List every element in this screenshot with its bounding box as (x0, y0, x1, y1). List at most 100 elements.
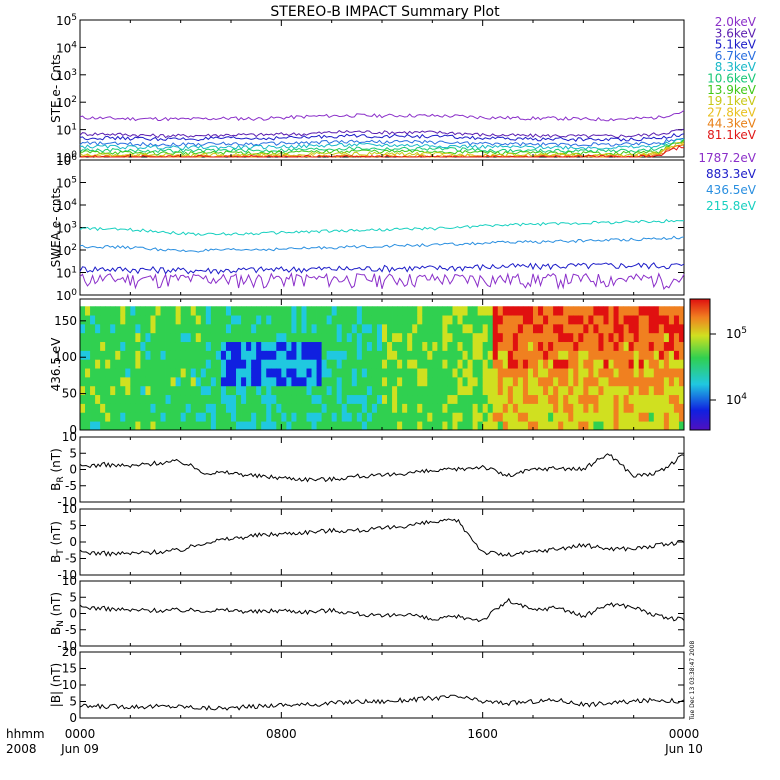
colorbar-tick-label: 104 (726, 392, 747, 407)
spectrogram-cell (583, 376, 589, 387)
spectrogram-cell (105, 306, 111, 316)
spectrogram-cell (366, 368, 373, 378)
spectrogram-cell (482, 306, 489, 316)
spectrogram-cell (241, 368, 247, 378)
spectrogram-cell (502, 306, 509, 316)
spectrogram-cell (155, 332, 161, 343)
spectrogram-cell (643, 421, 650, 431)
spectrogram-cell (588, 306, 594, 316)
spectrogram-cell (658, 359, 665, 369)
spectrogram-cell (115, 306, 121, 316)
spectrogram-cell (236, 403, 242, 413)
spectrogram-cell (407, 394, 413, 404)
spectrogram-cell (482, 412, 489, 422)
spectrogram-cell (276, 376, 282, 387)
spectrogram-cell (195, 403, 202, 413)
spectrogram-cell (472, 368, 479, 378)
spectrogram-cell (110, 403, 116, 413)
spectrogram-cell (402, 394, 408, 404)
spectrogram-cell (351, 350, 358, 360)
spectrogram-cell (568, 323, 574, 334)
spectrogram-cell (225, 350, 232, 360)
spectrogram-cell (180, 403, 187, 413)
series-line-883.3eV (79, 262, 685, 275)
spectrogram-cell (563, 385, 569, 396)
spectrogram-cell (316, 394, 322, 404)
spectrogram-cell (110, 412, 116, 422)
spectrogram-cell (236, 412, 242, 422)
spectrogram-cell (467, 323, 473, 334)
spectrogram-cell (432, 323, 438, 334)
spectrogram-cell (95, 306, 101, 316)
x-tick-label: 0800 (266, 727, 297, 741)
spectrogram-cell (256, 421, 262, 431)
spectrogram-cell (633, 394, 640, 404)
spectrogram-cell (251, 341, 257, 351)
spectrogram-cell (553, 341, 559, 351)
spectrogram-cell (548, 315, 554, 325)
spectrogram-cell (95, 385, 101, 396)
spectrogram-cell (371, 341, 378, 351)
spectrogram-cell (261, 421, 267, 431)
spectrogram-cell (256, 412, 262, 422)
spectrogram-cell (341, 403, 348, 413)
spectrogram-cell (371, 323, 378, 334)
spectrogram-cell (266, 359, 272, 369)
spectrogram-cell (653, 412, 660, 422)
spectrogram-cell (236, 421, 242, 431)
spectrogram-cell (527, 359, 534, 369)
spectrogram-cell (412, 341, 418, 351)
spectrogram-cell (135, 341, 141, 351)
series-line (79, 694, 685, 711)
spectrogram-cell (633, 341, 640, 351)
spectrogram-cell (397, 385, 403, 396)
spectrogram-cell (256, 306, 262, 316)
spectrogram-cell (220, 306, 227, 316)
spectrogram-cell (427, 350, 433, 360)
spectrogram-cell (205, 412, 212, 422)
spectrogram-cell (452, 323, 458, 334)
spectrogram-cell (356, 350, 363, 360)
spectrogram-cell (115, 376, 121, 387)
spectrogram-cell (623, 323, 630, 334)
spectrogram-cell (507, 394, 514, 404)
colorbar-tick-label: 105 (726, 326, 747, 341)
spectrogram-cell (533, 385, 539, 396)
spectrogram-cell (593, 394, 599, 404)
spectrogram-cell (276, 421, 282, 431)
spectrogram-cell (135, 403, 141, 413)
spectrogram-cell (628, 341, 635, 351)
spectrogram-cell (331, 323, 338, 334)
spectrogram-cell (145, 403, 151, 413)
y-axis-label: SWEA e- cnts (49, 188, 63, 268)
spectrogram-cell (502, 341, 509, 351)
spectrogram-cell (492, 341, 499, 351)
spectrogram-cell (215, 350, 222, 360)
spectrogram-cell (145, 323, 151, 334)
spectrogram-cell (205, 323, 212, 334)
spectrogram-cell (80, 412, 86, 422)
spectrogram-cell (120, 394, 126, 404)
y-tick-label: 100 (56, 288, 77, 303)
spectrogram-cell (246, 394, 252, 404)
spectrogram-cell (548, 359, 554, 369)
spectrogram-cell (427, 332, 433, 343)
spectrogram-cell (598, 403, 604, 413)
spectrogram-cell (376, 359, 383, 369)
spectrogram-cell (512, 385, 519, 396)
spectrogram-cell (608, 323, 614, 334)
spectrogram-cell (442, 359, 448, 369)
spectrogram-cell (95, 350, 101, 360)
spectrogram-cell (462, 412, 468, 422)
spectrogram-cell (588, 359, 594, 369)
spectrogram-cell (472, 376, 479, 387)
spectrogram-cell (407, 368, 413, 378)
spectrogram-cell (487, 315, 494, 325)
spectrogram-cell (452, 315, 458, 325)
spectrogram-cell (487, 350, 494, 360)
spectrogram-cell (668, 385, 675, 396)
spectrogram-cell (673, 332, 680, 343)
spectrogram-cell (432, 350, 438, 360)
y-tick-label: -5 (65, 623, 77, 637)
